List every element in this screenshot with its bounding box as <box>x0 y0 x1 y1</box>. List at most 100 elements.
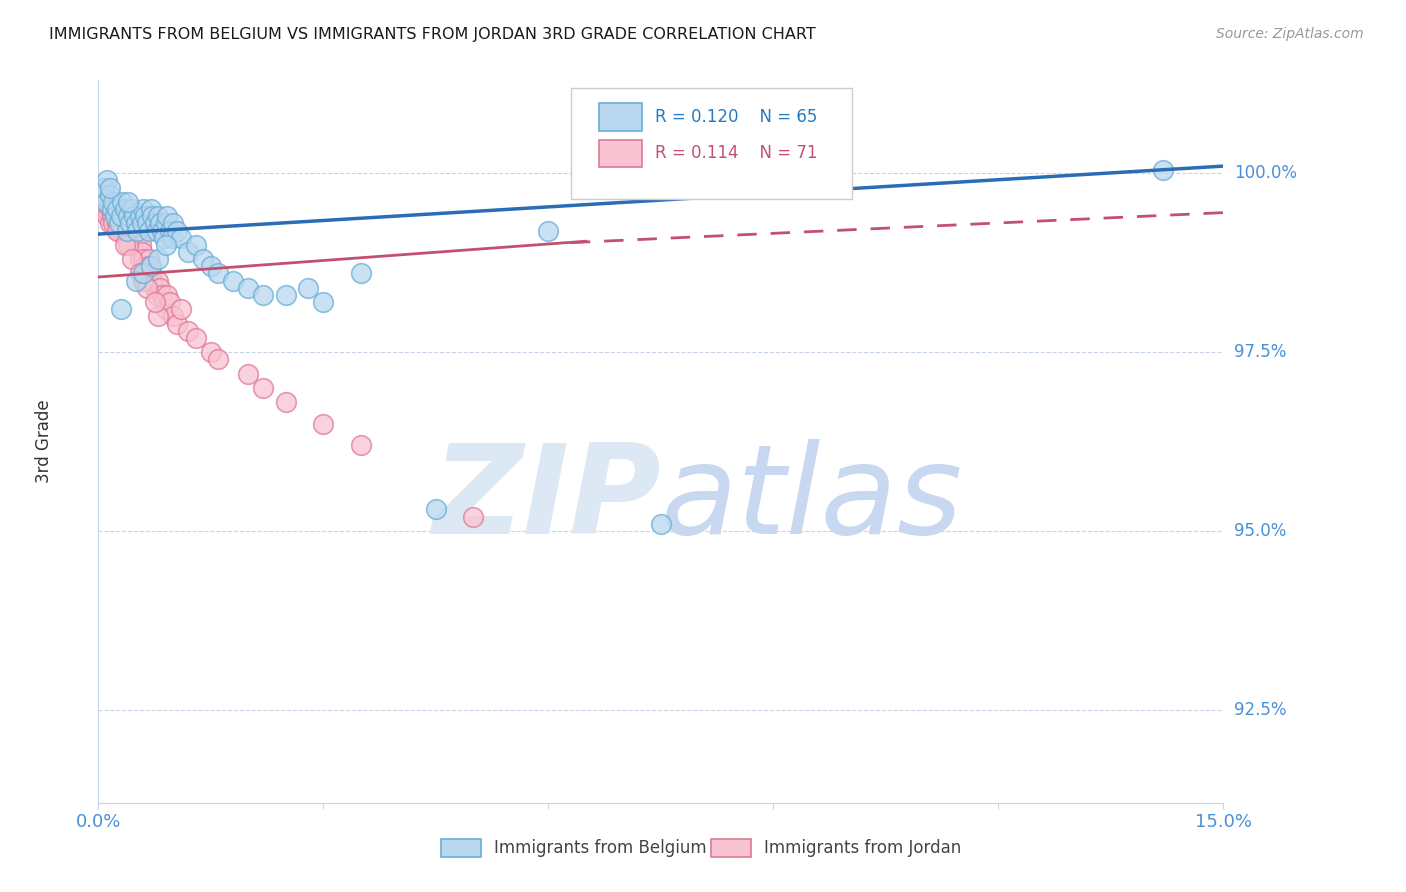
Point <box>425 502 447 516</box>
Point <box>105 223 128 237</box>
Text: ZIP: ZIP <box>432 439 661 560</box>
Point <box>141 274 163 288</box>
Point <box>1152 162 1174 177</box>
Point <box>159 295 181 310</box>
Point <box>124 209 146 223</box>
Text: atlas: atlas <box>661 439 963 560</box>
Point <box>463 509 485 524</box>
Point <box>93 194 115 209</box>
Bar <box>599 103 641 131</box>
FancyBboxPatch shape <box>571 87 852 200</box>
Point <box>101 209 124 223</box>
Point <box>93 180 115 194</box>
Point <box>128 267 150 281</box>
Point <box>148 209 170 223</box>
Point <box>156 288 179 302</box>
Point <box>132 252 155 266</box>
Point <box>115 223 138 237</box>
Point <box>149 216 172 230</box>
Point <box>143 295 166 310</box>
Point <box>155 216 177 230</box>
Point <box>148 310 170 324</box>
Point <box>132 267 155 281</box>
Point <box>118 216 141 230</box>
Point <box>207 267 229 281</box>
Point <box>112 209 135 223</box>
Point <box>139 267 162 281</box>
Point <box>107 223 129 237</box>
Point <box>127 237 149 252</box>
Point <box>143 216 166 230</box>
Point <box>94 202 117 216</box>
Text: IMMIGRANTS FROM BELGIUM VS IMMIGRANTS FROM JORDAN 3RD GRADE CORRELATION CHART: IMMIGRANTS FROM BELGIUM VS IMMIGRANTS FR… <box>49 27 815 42</box>
Point <box>148 274 170 288</box>
Point <box>166 223 188 237</box>
Point <box>138 252 160 266</box>
Point <box>141 209 163 223</box>
Point <box>184 331 207 345</box>
Point <box>117 237 139 252</box>
Text: R = 0.120    N = 65: R = 0.120 N = 65 <box>655 108 817 126</box>
Point <box>115 223 138 237</box>
Point <box>150 223 173 237</box>
Point <box>274 395 297 409</box>
Point <box>153 230 176 244</box>
Point <box>160 230 183 244</box>
Point <box>98 180 121 194</box>
Point <box>207 352 229 367</box>
Point <box>156 209 179 223</box>
Point <box>136 267 159 281</box>
Point <box>350 438 373 452</box>
Point <box>274 288 297 302</box>
Point <box>146 288 169 302</box>
Text: R = 0.114    N = 71: R = 0.114 N = 71 <box>655 145 818 162</box>
Point <box>238 367 260 381</box>
Point <box>136 216 159 230</box>
Point <box>125 216 148 230</box>
Point <box>238 281 260 295</box>
Point <box>312 417 335 431</box>
Point <box>120 223 142 237</box>
Point <box>93 180 115 194</box>
Point <box>131 244 153 259</box>
Point <box>166 317 188 331</box>
Point <box>177 244 200 259</box>
Point <box>124 223 146 237</box>
Text: 100.0%: 100.0% <box>1234 164 1298 182</box>
Text: Source: ZipAtlas.com: Source: ZipAtlas.com <box>1216 27 1364 41</box>
Point <box>110 302 132 317</box>
Point <box>108 209 131 223</box>
Point <box>105 216 128 230</box>
Point <box>127 223 149 237</box>
Point <box>149 281 172 295</box>
Point <box>155 302 177 317</box>
Point <box>101 202 124 216</box>
Point <box>110 216 132 230</box>
Point <box>162 216 184 230</box>
Point <box>153 295 176 310</box>
Point <box>650 516 672 531</box>
Point <box>131 216 153 230</box>
Point <box>94 194 117 209</box>
Point <box>125 274 148 288</box>
Point <box>96 173 118 187</box>
Point <box>138 223 160 237</box>
Point <box>98 202 121 216</box>
Point <box>132 274 155 288</box>
Point <box>350 267 373 281</box>
Point <box>138 260 160 274</box>
Point <box>110 209 132 223</box>
Point <box>97 194 120 209</box>
Point <box>134 260 156 274</box>
Point <box>200 260 222 274</box>
Point <box>118 237 141 252</box>
Point <box>114 202 136 216</box>
Point <box>128 252 150 266</box>
Point <box>108 216 131 230</box>
Point <box>139 260 162 274</box>
Text: Immigrants from Jordan: Immigrants from Jordan <box>765 838 962 856</box>
Point <box>155 237 177 252</box>
Point <box>111 194 134 209</box>
Point <box>146 223 169 237</box>
Point <box>252 381 274 395</box>
